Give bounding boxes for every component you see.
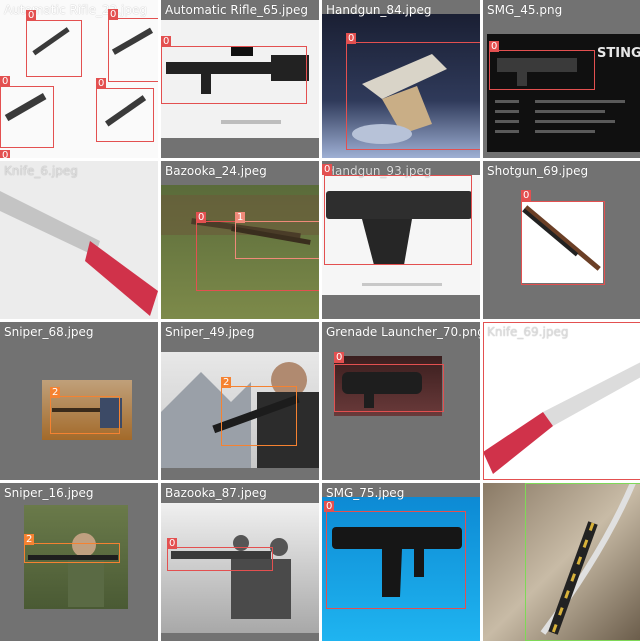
smg-image: [332, 527, 462, 597]
tile-image: [161, 185, 319, 319]
mosaic-tile-2: Automatic Rifle_65.jpeg 0: [161, 0, 319, 158]
tile-filename-label: Grenade Launcher_70.png: [326, 325, 480, 339]
handgun-image: [352, 54, 447, 144]
knife-image: [483, 362, 640, 474]
rifle-collage-image: [4, 27, 154, 127]
bbox-class-tag: 1: [235, 212, 246, 223]
bbox: [50, 396, 120, 434]
bbox-class-tag: 0: [324, 501, 335, 512]
tile-image: [483, 322, 640, 480]
bbox-class-tag: 0: [322, 164, 333, 175]
tile-filename-label: Bazooka_87.jpeg: [165, 486, 267, 500]
sniper-image: [52, 398, 122, 428]
tile-filename-label: Automatic Rifle_65.jpeg: [165, 3, 309, 17]
bbox-class-tag: 2: [221, 377, 232, 388]
bbox-class-tag: 0: [489, 41, 500, 52]
mosaic-tile-6: Bazooka_24.jpeg 0 1: [161, 161, 319, 319]
bbox: [221, 386, 297, 446]
tile-filename-label: Knife_69.jpeg: [487, 325, 569, 339]
tile-image: [521, 201, 603, 283]
bbox: [521, 201, 605, 285]
handgun-image: [326, 191, 472, 286]
tile-image: [334, 356, 442, 416]
tile-filename-label: Sniper_16.jpeg: [4, 486, 94, 500]
bbox-class-tag: 0: [26, 10, 37, 21]
tile-image: [483, 483, 640, 641]
knife-image: [0, 191, 158, 316]
tile-image: [161, 503, 319, 633]
tile-image: [322, 497, 480, 641]
mosaic-tile-3: Handgun_84.jpeg 0: [322, 0, 480, 158]
tile-image: [161, 352, 319, 468]
bbox-class-tag: 0: [96, 78, 107, 89]
mosaic-tile-10: Sniper_49.jpeg 2: [161, 322, 319, 480]
shotgun-image: [522, 205, 601, 271]
bbox: [483, 322, 640, 480]
bbox: [525, 483, 640, 641]
mosaic-tile-4: STINGER SMG_45.png 0: [483, 0, 640, 158]
bbox-class-tag: 0: [0, 150, 11, 158]
mosaic-tile-9: Sniper_68.jpeg 2: [0, 322, 158, 480]
mosaic-tile-5: Knife_6.jpeg: [0, 161, 158, 319]
grenade-launcher-image: [342, 372, 422, 408]
bbox: [26, 20, 82, 77]
bbox: [167, 547, 273, 571]
mosaic-tile-13: Sniper_16.jpeg 2: [0, 483, 158, 641]
bbox: [0, 86, 54, 148]
tile-filename-label: Knife_6.jpeg: [4, 164, 78, 178]
bbox-class-tag: 0: [521, 190, 532, 201]
bbox: [326, 511, 466, 609]
bbox-class-tag: 2: [50, 387, 61, 398]
tile-filename-label: Bazooka_24.jpeg: [165, 164, 267, 178]
mosaic-tile-11: Grenade Launcher_70.png 0: [322, 322, 480, 480]
tile-filename-label: Sniper_68.jpeg: [4, 325, 94, 339]
bbox: [324, 175, 472, 265]
bbox: [161, 46, 307, 104]
spec-sheet-brand: STINGER: [597, 46, 640, 61]
bbox-class-tag: 0: [167, 538, 178, 549]
assault-rifle-image: [166, 46, 309, 124]
tile-image: STINGER: [487, 34, 640, 152]
mosaic-tile-16: 5: [483, 483, 640, 641]
bbox: [346, 42, 480, 150]
sniper-soldier-image: [28, 533, 118, 607]
tile-filename-label: Sniper_49.jpeg: [165, 325, 255, 339]
bbox-class-tag: 0: [196, 212, 207, 223]
tile-image: [322, 175, 480, 295]
bbox-class-tag: 2: [24, 534, 35, 545]
bbox: [235, 221, 319, 259]
smg-spec-sheet-image: [495, 58, 625, 133]
bbox: [24, 543, 120, 563]
bbox-class-tag: 0: [334, 352, 345, 363]
mosaic-tile-8: Shotgun_69.jpeg 0: [483, 161, 640, 319]
tile-image: [24, 505, 128, 609]
tile-filename-label: Shotgun_69.jpeg: [487, 164, 589, 178]
bbox-class-tag: 0: [346, 33, 357, 44]
bazooka-field-image: [161, 195, 319, 245]
bbox-class-tag: 0: [161, 36, 172, 47]
bbox-class-tag: 0: [0, 76, 11, 87]
tile-image: [0, 161, 158, 319]
tile-image: [161, 20, 319, 138]
tile-filename-label: SMG_75.jpeg: [326, 486, 405, 500]
bbox: [334, 364, 444, 412]
bbox: [489, 50, 595, 90]
mosaic-tile-14: Bazooka_87.jpeg 0: [161, 483, 319, 641]
bbox-class-tag: 0: [108, 9, 119, 20]
sword-image: [540, 483, 636, 635]
mosaic-tile-1: Automatic Rifle_22.jpeg 0 0 0 0 0: [0, 0, 158, 158]
bbox: [108, 18, 158, 82]
tile-filename-label: SMG_45.png: [487, 3, 563, 17]
mosaic-tile-12: Knife_69.jpeg 0: [483, 322, 640, 480]
bbox: [96, 88, 154, 142]
sniper-soldier-image: [161, 362, 319, 468]
mosaic-tile-7: Handgun_93.jpeg 0: [322, 161, 480, 319]
tile-filename-label: Handgun_93.jpeg: [326, 164, 432, 178]
mosaic-tile-15: SMG_75.jpeg 0: [322, 483, 480, 641]
tile-filename-label: Handgun_84.jpeg: [326, 3, 432, 17]
